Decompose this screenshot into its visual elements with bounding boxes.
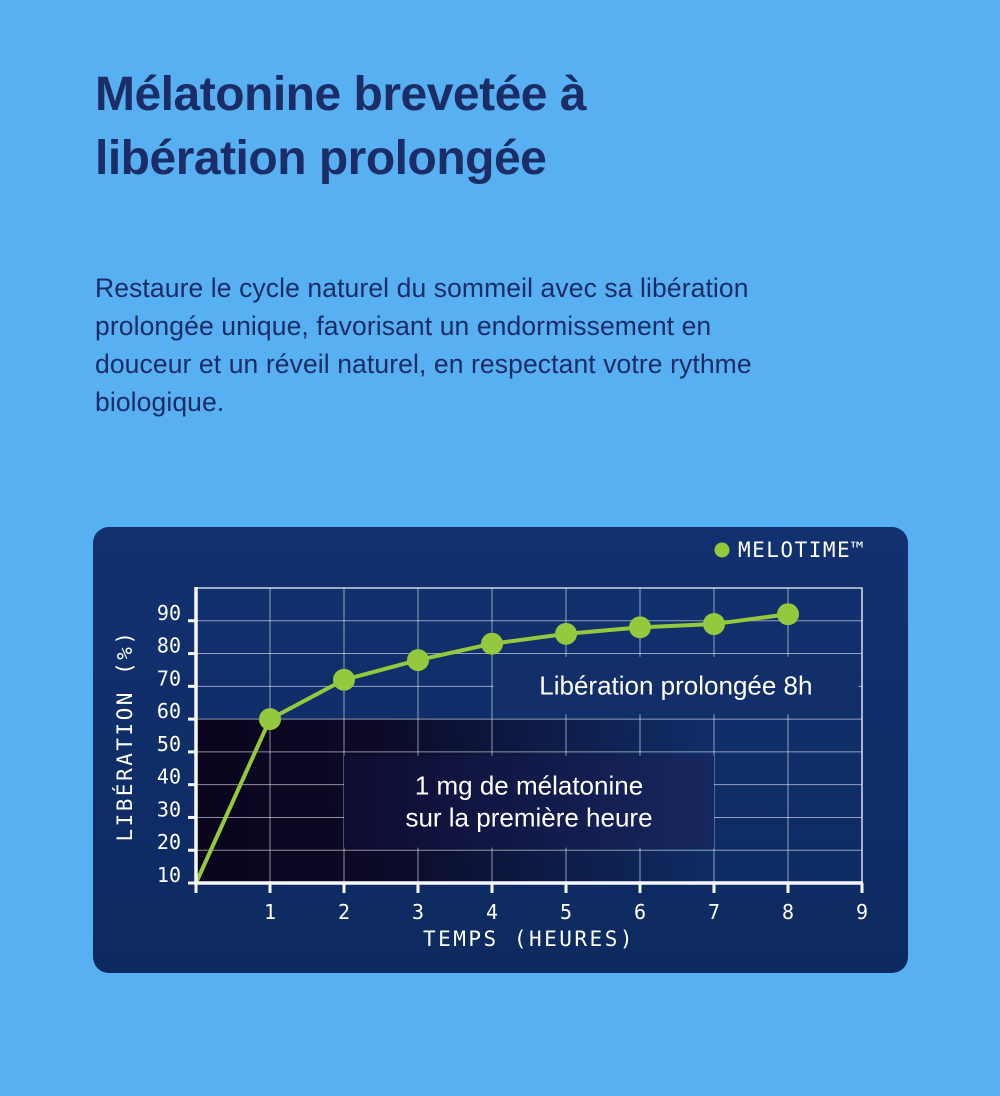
chart-card: Libération prolongée 8h 1 mg de mélatonin…	[93, 527, 908, 973]
legend: MELOTIME™	[714, 538, 865, 562]
x-tick-label: 4	[486, 900, 498, 924]
legend-label: MELOTIME™	[738, 538, 865, 562]
description-line: prolongée unique, favorisant un endormis…	[95, 311, 712, 341]
x-tick-label: 6	[634, 900, 646, 924]
data-point-3h	[407, 649, 429, 672]
y-tick-label: 20	[157, 830, 181, 854]
y-tick-label: 30	[157, 797, 181, 821]
page-title-line-2: libération prolongée	[95, 132, 547, 185]
annotation-text: Libération prolongée 8h	[539, 671, 812, 701]
annotation-prolonged-8h: Libération prolongée 8h	[493, 656, 859, 715]
y-axis-label: LIBÉRATION (%)	[112, 629, 137, 841]
axis-ticks	[188, 619, 864, 893]
annotation-panel	[493, 656, 859, 715]
x-tick-label: 5	[560, 900, 572, 924]
x-tick-label: 2	[338, 900, 350, 924]
y-tick-label: 80	[157, 634, 181, 658]
x-axis-label: TEMPS (HEURES)	[423, 927, 635, 951]
data-point-1h	[259, 708, 281, 731]
description-line: biologique.	[95, 387, 225, 417]
x-tick-label: 1	[264, 900, 276, 924]
data-point-6h	[629, 616, 651, 639]
legend-marker	[714, 542, 730, 558]
data-point-2h	[333, 668, 355, 691]
description-line: Restaure le cycle naturel du sommeil ave…	[95, 273, 749, 303]
x-tick-label: 3	[412, 900, 424, 924]
annotation-text: 1 mg de mélatonine	[415, 771, 643, 801]
y-tick-label: 10	[157, 863, 181, 887]
annotation-panel	[344, 755, 714, 848]
y-tick-label: 60	[157, 699, 181, 723]
x-tick-label: 9	[856, 900, 868, 924]
data-point-5h	[555, 622, 577, 645]
description-line: douceur et un réveil naturel, en respect…	[95, 349, 752, 379]
x-tick-label: 8	[782, 900, 794, 924]
data-point-8h	[777, 603, 799, 626]
x-tick-label: 7	[708, 900, 720, 924]
data-point-7h	[703, 613, 725, 636]
y-tick-label: 90	[157, 601, 181, 625]
data-point-4h	[481, 632, 503, 655]
y-tick-label: 40	[157, 765, 181, 789]
page-title-line-1: Mélatonine brevetée à	[95, 68, 587, 121]
annotation-text: sur la première heure	[405, 803, 652, 833]
y-tick-label: 50	[157, 732, 181, 756]
page-title: Mélatonine brevetée à libération prolong…	[95, 63, 587, 191]
y-tick-label: 70	[157, 666, 181, 690]
release-chart: Libération prolongée 8h 1 mg de mélatonin…	[112, 538, 868, 951]
description: Restaure le cycle naturel du sommeil ave…	[95, 269, 752, 421]
